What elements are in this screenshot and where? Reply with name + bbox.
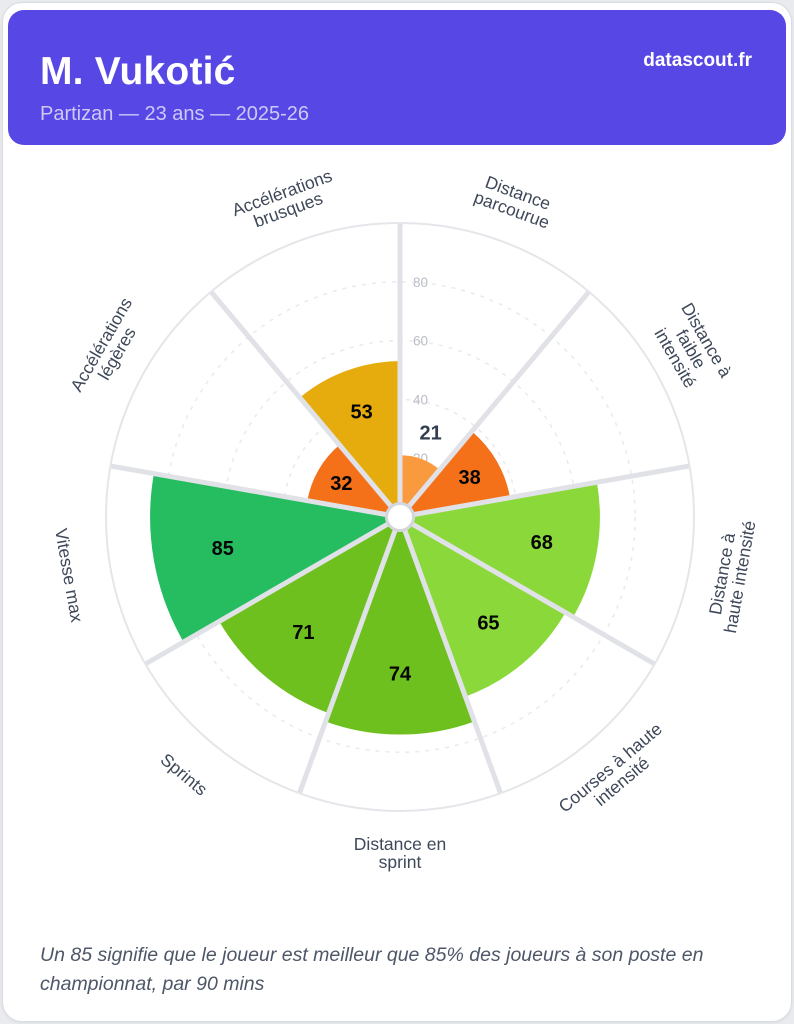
spoke <box>110 463 401 520</box>
header: M. Vukotić Partizan — 23 ans — 2025-26 d… <box>8 10 786 145</box>
param-label: Distance àfaibleintensité <box>646 299 736 399</box>
tick-label: 60 <box>413 334 428 349</box>
brand-logo: datascout.fr <box>643 50 752 71</box>
value-label: 21 <box>420 423 442 445</box>
param-label: Distance en sprint <box>354 834 446 872</box>
slice-acc-l-rations-brusques <box>299 361 400 517</box>
pizza-chart: 80604020213868657471853253Distanceparcou… <box>51 165 759 872</box>
slice-vitesse-max <box>150 473 400 642</box>
spoke <box>398 514 656 667</box>
slice-sprints <box>219 517 400 714</box>
spoke <box>297 516 403 795</box>
header-text-block: M. Vukotić Partizan — 23 ans — 2025-26 <box>40 36 309 126</box>
value-label: 74 <box>389 664 412 686</box>
tick-label: 40 <box>413 392 428 407</box>
param-label: Courses à hauteintensité <box>555 719 678 831</box>
slice-distance-haute-intensit- <box>400 482 600 617</box>
grid-circle <box>164 281 636 753</box>
slice-distance-faible-intensit- <box>400 431 511 517</box>
param-label: Accélérationsbrusques <box>229 165 341 237</box>
param-label: Sprints <box>157 749 212 799</box>
tick-label: 80 <box>413 275 428 290</box>
spoke <box>399 463 690 520</box>
value-label: 71 <box>292 622 314 644</box>
param-label: Vitesse max <box>51 527 87 624</box>
spoke <box>398 290 591 519</box>
param-label: Distanceparcourue <box>471 170 558 233</box>
player-name: M. Vukotić <box>40 50 236 93</box>
footer-note: Un 85 signifie que le joueur est meilleu… <box>40 944 704 995</box>
param-label: Distance àhaute intensité <box>702 516 759 635</box>
spoke <box>209 290 402 519</box>
player-meta: Partizan — 23 ans — 2025-26 <box>40 103 310 125</box>
value-label: 85 <box>212 538 234 560</box>
outer-ring <box>105 222 695 812</box>
value-label: 38 <box>459 467 481 489</box>
slice-acc-l-rations-l-g-res <box>307 444 400 517</box>
slice-distance-en-sprint <box>325 517 475 735</box>
chart-area: 80 60 40 20 21 38 68 65 74 71 85 32 53 Distanceparcou… <box>3 144 791 934</box>
slice-courses-haute-intensit- <box>400 517 566 697</box>
value-label: 32 <box>330 473 352 495</box>
value-label: 65 <box>477 612 499 634</box>
spoke <box>397 516 503 795</box>
param-label: Accélérationslégères <box>66 294 152 404</box>
value-label: 68 <box>531 532 553 554</box>
value-label: 53 <box>351 402 373 424</box>
hub <box>385 502 415 532</box>
spoke <box>144 514 402 667</box>
